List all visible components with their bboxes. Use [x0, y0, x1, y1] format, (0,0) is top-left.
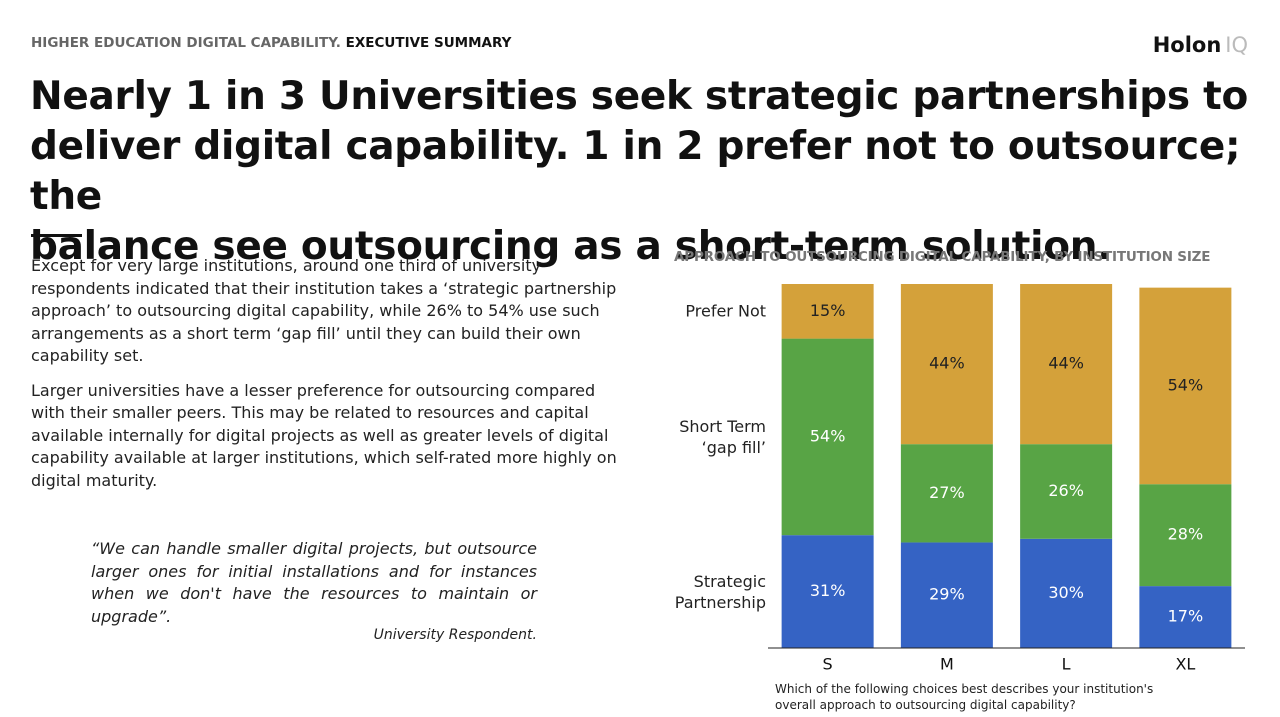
data-label: 15%	[810, 301, 846, 320]
data-label: 44%	[929, 354, 965, 373]
quote: “We can handle smaller digital projects,…	[91, 539, 537, 626]
logo: Holon IQ	[1153, 33, 1248, 57]
bar-segment	[900, 444, 993, 543]
data-label: 31%	[810, 581, 846, 600]
chart-note: Which of the following choices best desc…	[775, 682, 1154, 712]
data-label: 54%	[810, 426, 846, 445]
data-label: 29%	[929, 585, 965, 604]
body: Except for very large institutions, arou…	[31, 255, 631, 504]
x-tick-label: L	[1062, 655, 1071, 674]
paragraph: Larger universities have a lesser prefer…	[31, 380, 617, 490]
bar-segment	[781, 338, 874, 536]
legend-label: Short Term ‘gap fill’	[679, 416, 766, 457]
bar-segment	[781, 535, 874, 648]
legend-label: Prefer Not	[685, 301, 766, 321]
data-label: 26%	[1048, 481, 1084, 500]
bar-segment	[900, 284, 993, 445]
paragraph: Except for very large institutions, arou…	[31, 256, 617, 365]
data-label: 27%	[929, 483, 965, 502]
headline-line: Nearly 1 in 3 Universities seek strategi…	[30, 74, 1248, 119]
attribution: University Respondent.	[373, 627, 537, 643]
bar-segment	[1139, 287, 1232, 485]
chart-title: APPROACH TO OUTSOURCING DIGITAL CAPABILI…	[674, 249, 1211, 265]
subsection: EXECUTIVE SUMMARY	[345, 35, 512, 51]
data-label: 17%	[1168, 607, 1204, 626]
x-tick-label: M	[940, 655, 954, 674]
data-label: 30%	[1048, 583, 1084, 602]
bar-segment	[1020, 538, 1113, 648]
x-tick-label: XL	[1175, 655, 1195, 674]
rule	[31, 234, 82, 237]
headline: Nearly 1 in 3 Universities seek strategi…	[30, 72, 1280, 272]
section: HIGHER EDUCATION DIGITAL CAPABILITY.	[31, 35, 341, 51]
bar-segment	[1020, 284, 1113, 445]
data-label: 54%	[1168, 375, 1204, 394]
bar-segment	[1139, 586, 1232, 648]
bar-segment	[900, 542, 993, 648]
header: HIGHER EDUCATION DIGITAL CAPABILITY. EXE…	[31, 35, 511, 51]
logo-text: Holon	[1152, 33, 1222, 57]
bar-segment	[1020, 444, 1113, 539]
logo-suffix: IQ	[1225, 33, 1248, 57]
data-label: 44%	[1048, 354, 1084, 373]
bar-segment	[781, 284, 874, 339]
headline-line: deliver digital capability. 1 in 2 prefe…	[30, 124, 1241, 219]
x-tick-label: S	[823, 655, 833, 674]
bar-segment	[1139, 484, 1232, 587]
data-label: 28%	[1168, 525, 1204, 544]
headline-line: balance see outsourcing as a short-term …	[30, 224, 1112, 269]
legend-label: Strategic Partnership	[674, 571, 766, 612]
